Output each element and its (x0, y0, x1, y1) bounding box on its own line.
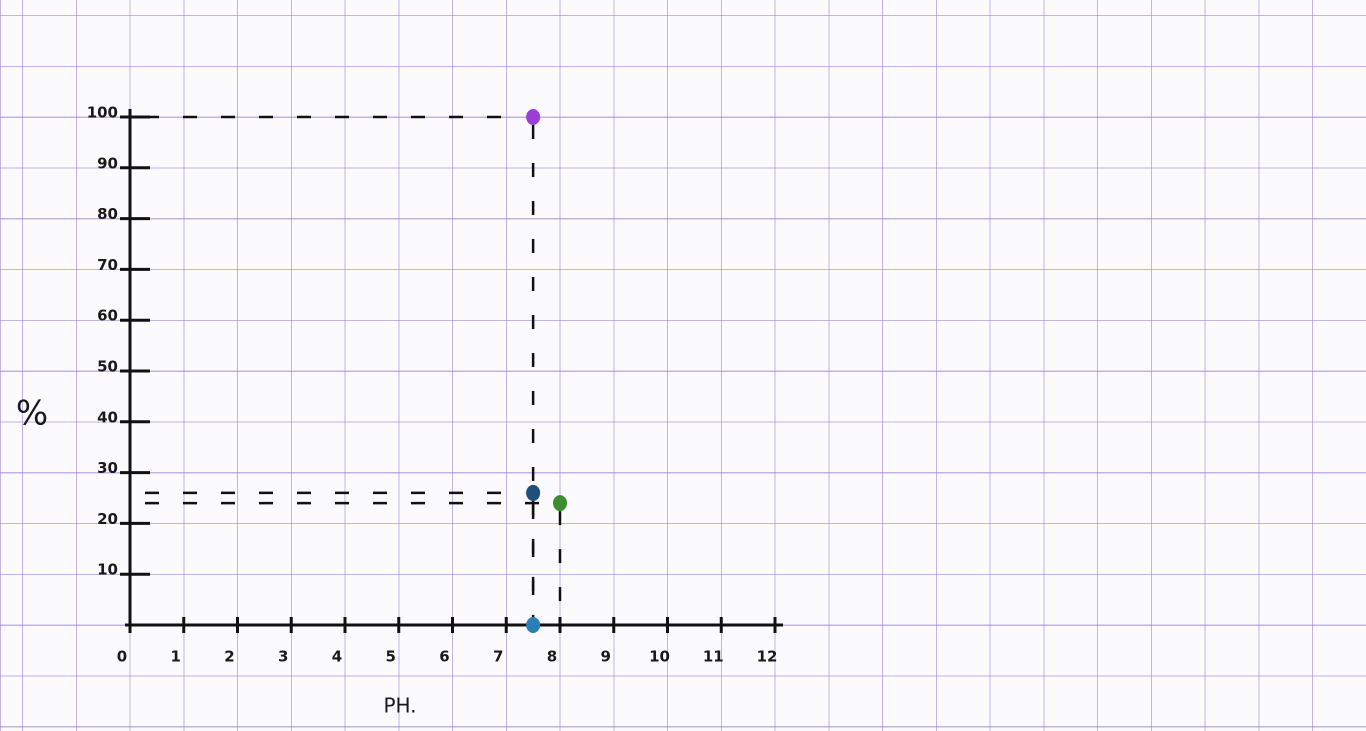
y-tick-label: 50 (97, 358, 118, 376)
x-axis-label: PH. (383, 694, 416, 718)
y-tick-label: 60 (97, 307, 118, 325)
y-tick-label: 30 (97, 459, 118, 477)
x-tick-label: 11 (703, 648, 724, 666)
y-tick-label: 70 (97, 256, 118, 274)
x-tick-label: 8 (547, 648, 557, 666)
y-tick-label: 20 (97, 510, 118, 528)
x-tick-label: 3 (278, 648, 288, 666)
guide-line (145, 501, 562, 625)
data-point (526, 484, 541, 501)
x-tick-label: 0 (117, 648, 127, 666)
x-tick-label: 10 (649, 648, 670, 666)
y-axis-label: % (16, 394, 48, 434)
y-tick-label: 10 (97, 561, 118, 579)
data-point (553, 495, 567, 512)
data-point (526, 617, 541, 633)
x-tick-label: 1 (171, 648, 181, 666)
guide-line (145, 115, 535, 625)
y-tick-label: 40 (97, 408, 118, 426)
x-tick-label: 12 (757, 648, 778, 666)
x-tick-label: 2 (224, 648, 234, 666)
x-tick-label: 7 (493, 648, 503, 666)
y-tick-label: 100 (87, 104, 118, 122)
x-tick-label: 6 (439, 648, 449, 666)
x-tick-label: 4 (332, 648, 342, 666)
y-tick-label: 90 (97, 154, 118, 172)
guide-line (145, 491, 535, 625)
x-tick-label: 5 (386, 648, 396, 666)
data-point (526, 109, 541, 125)
y-tick-label: 80 (97, 205, 118, 223)
x-tick-label: 9 (601, 648, 611, 666)
